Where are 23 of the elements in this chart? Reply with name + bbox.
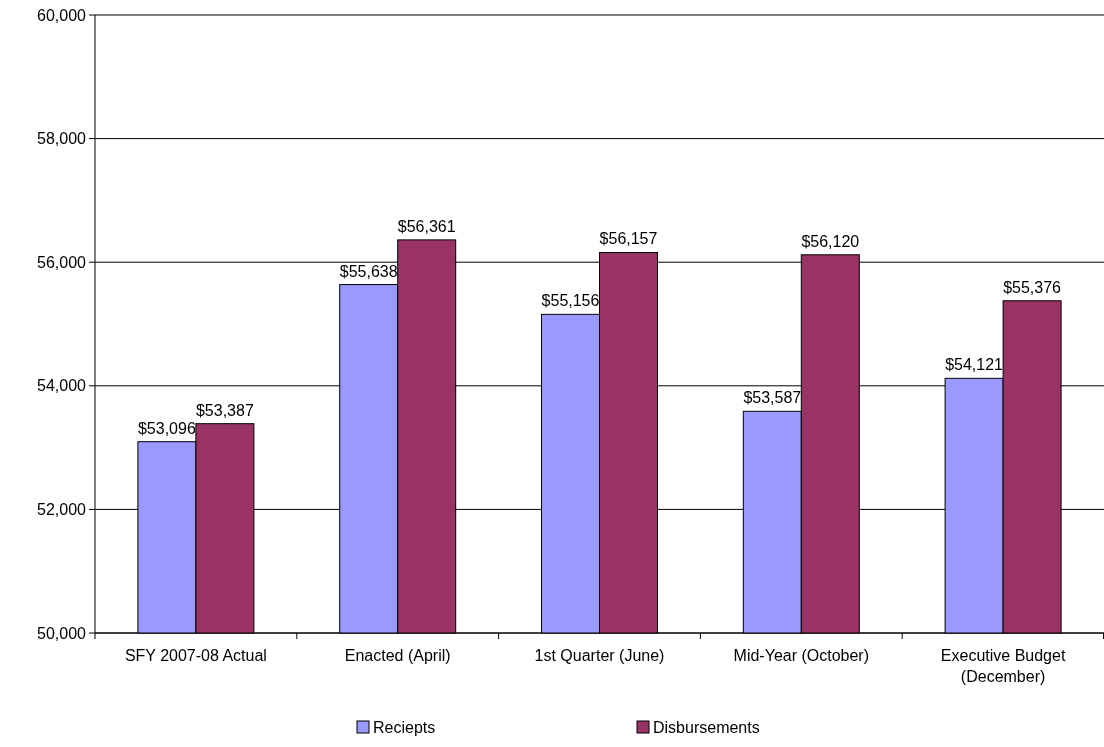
data-label: $55,156 bbox=[541, 292, 600, 310]
data-label: $53,587 bbox=[743, 389, 802, 407]
y-tick-label: 54,000 bbox=[37, 377, 87, 395]
y-tick-label: 50,000 bbox=[37, 624, 87, 642]
y-tick-label: 56,000 bbox=[37, 253, 87, 271]
x-tick-label: Executive Budget (December) bbox=[940, 647, 1066, 685]
x-tick-label: Mid-Year (October) bbox=[733, 647, 870, 664]
y-tick-label: 60,000 bbox=[37, 6, 87, 24]
x-tick-label: Enacted (April) bbox=[344, 647, 451, 664]
data-label: $53,387 bbox=[195, 401, 254, 419]
data-label: $54,121 bbox=[945, 356, 1004, 374]
legend-label: Disbursements bbox=[653, 718, 760, 736]
x-tick-label: SFY 2007-08 Actual bbox=[124, 647, 267, 664]
x-tick-label: 1st Quarter (June) bbox=[534, 647, 665, 664]
data-label: $56,120 bbox=[801, 232, 860, 250]
data-label: $55,638 bbox=[339, 262, 398, 280]
data-label: $56,157 bbox=[599, 230, 658, 248]
data-label: $55,376 bbox=[1003, 278, 1062, 296]
y-tick-label: 52,000 bbox=[37, 501, 87, 518]
data-label: $56,361 bbox=[397, 217, 456, 235]
legend-label: Reciepts bbox=[373, 718, 436, 736]
data-label: $53,096 bbox=[137, 419, 196, 437]
y-tick-label: 58,000 bbox=[37, 130, 87, 148]
